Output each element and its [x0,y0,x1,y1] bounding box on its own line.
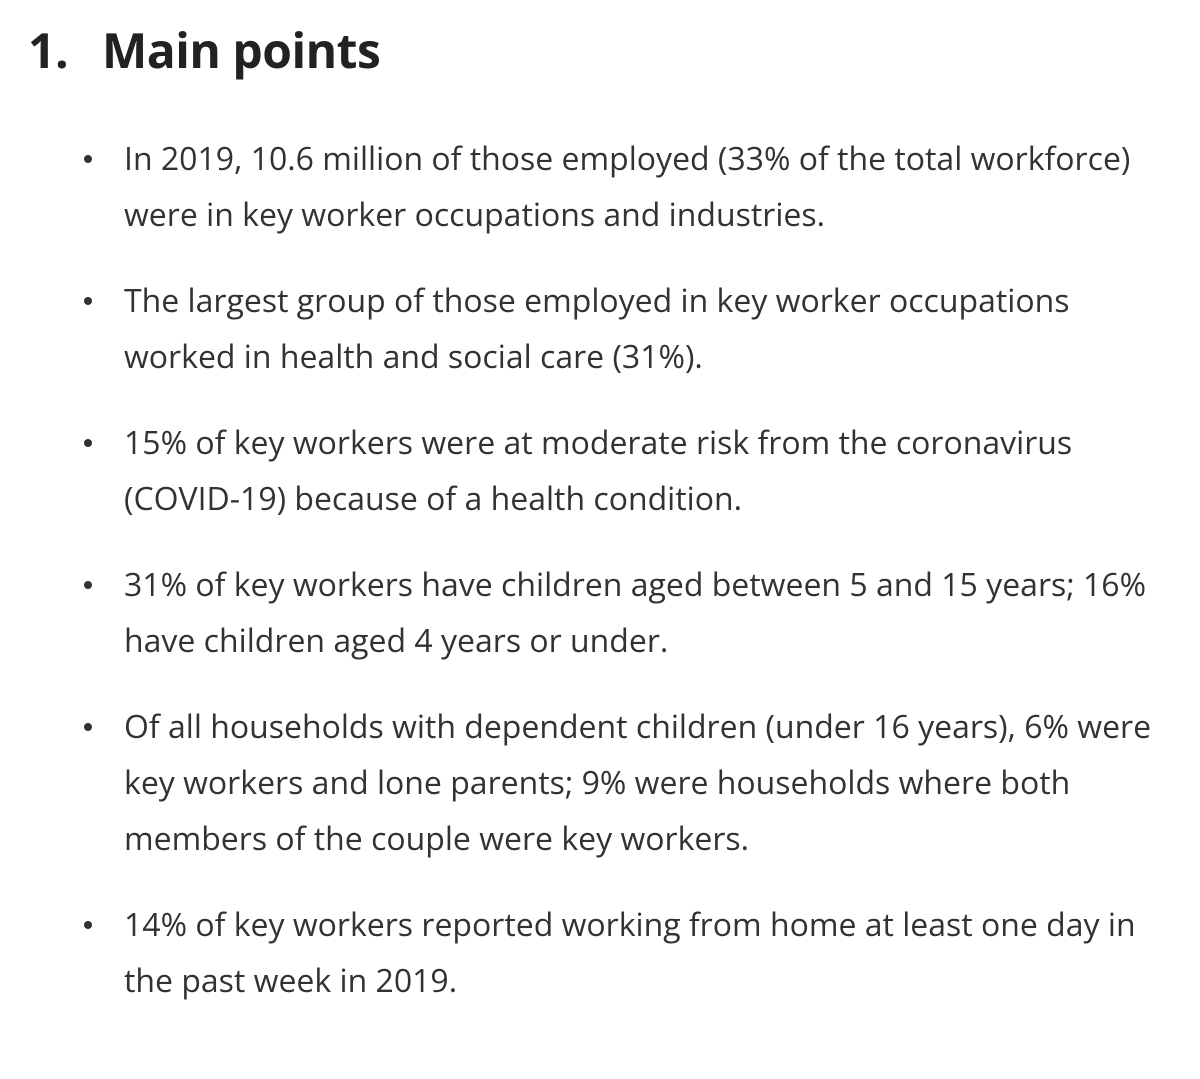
list-item: The largest group of those employed in k… [84,273,1172,385]
section-heading: 1. Main points [28,18,1172,83]
list-item: 15% of key workers were at moderate risk… [84,415,1172,527]
main-points-list: In 2019, 10.6 million of those employed … [28,131,1172,1009]
list-item: In 2019, 10.6 million of those employed … [84,131,1172,243]
list-item: 14% of key workers reported working from… [84,897,1172,1009]
list-item: 31% of key workers have children aged be… [84,557,1172,669]
heading-title: Main points [102,18,380,83]
heading-ordinal: 1. [28,18,90,83]
list-item: Of all households with dependent childre… [84,699,1172,867]
